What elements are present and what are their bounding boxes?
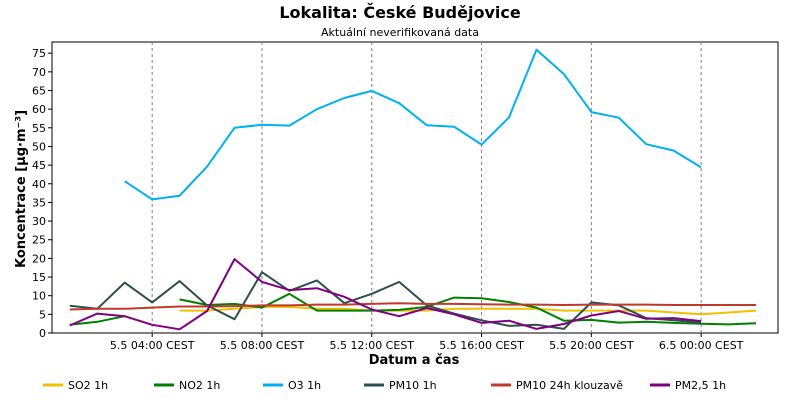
series-line-5 (69, 258, 702, 331)
y-tick-label: 45 (32, 159, 46, 172)
chart-subtitle: Aktuální neverifikovaná data (321, 26, 479, 39)
series-line-0 (179, 305, 757, 316)
y-tick-label: 55 (32, 122, 46, 135)
chart-title: Lokalita: České Budějovice (279, 3, 521, 22)
y-tick-label: 5 (39, 308, 46, 321)
x-tick-label: 6.5 00:00 CEST (659, 339, 744, 352)
y-tick-label: 35 (32, 196, 46, 209)
y-tick-label: 70 (32, 66, 46, 79)
x-tick-label: 5.5 20:00 CEST (549, 339, 634, 352)
x-axis-label: Datum a čas (369, 353, 460, 368)
plot-area: 5.5 04:00 CEST 5.5 08:00 CEST 5.5 12:00 CE… (32, 41, 779, 352)
x-tick-label: 5.5 08:00 CEST (220, 339, 305, 352)
x-tick-label: 5.5 04:00 CEST (110, 339, 195, 352)
series-line-2 (124, 48, 702, 201)
legend: SO2 1h NO2 1h O3 1h PM10 1h PM10 24h klouzav… (43, 379, 726, 392)
x-tick-label: 5.5 16:00 CEST (439, 339, 524, 352)
y-tick-label: 60 (32, 103, 46, 116)
legend-label: SO2 1h (68, 379, 108, 392)
legend-label: PM2,5 1h (675, 379, 726, 392)
y-tick-label: 75 (32, 47, 46, 60)
y-tick-label: 30 (32, 215, 46, 228)
y-tick-label: 25 (32, 234, 46, 247)
series-line-3 (69, 271, 702, 330)
series-line-4 (69, 302, 756, 311)
y-tick-label: 65 (32, 85, 46, 98)
legend-label: PM10 24h klouzavě (516, 379, 623, 392)
y-tick-label: 15 (32, 271, 46, 284)
y-tick-label: 0 (39, 327, 46, 340)
y-axis-label: Koncentrace [µg·m⁻³] (14, 110, 29, 268)
y-tick-label: 10 (32, 290, 46, 303)
y-tick-label: 40 (32, 178, 46, 191)
legend-label: O3 1h (288, 379, 321, 392)
legend-label: PM10 1h (389, 379, 437, 392)
plot-border (51, 41, 779, 334)
y-tick-label: 20 (32, 252, 46, 265)
x-tick-label: 5.5 12:00 CEST (330, 339, 415, 352)
series-line-1 (69, 292, 757, 326)
y-tick-label: 50 (32, 140, 46, 153)
legend-label: NO2 1h (179, 379, 220, 392)
